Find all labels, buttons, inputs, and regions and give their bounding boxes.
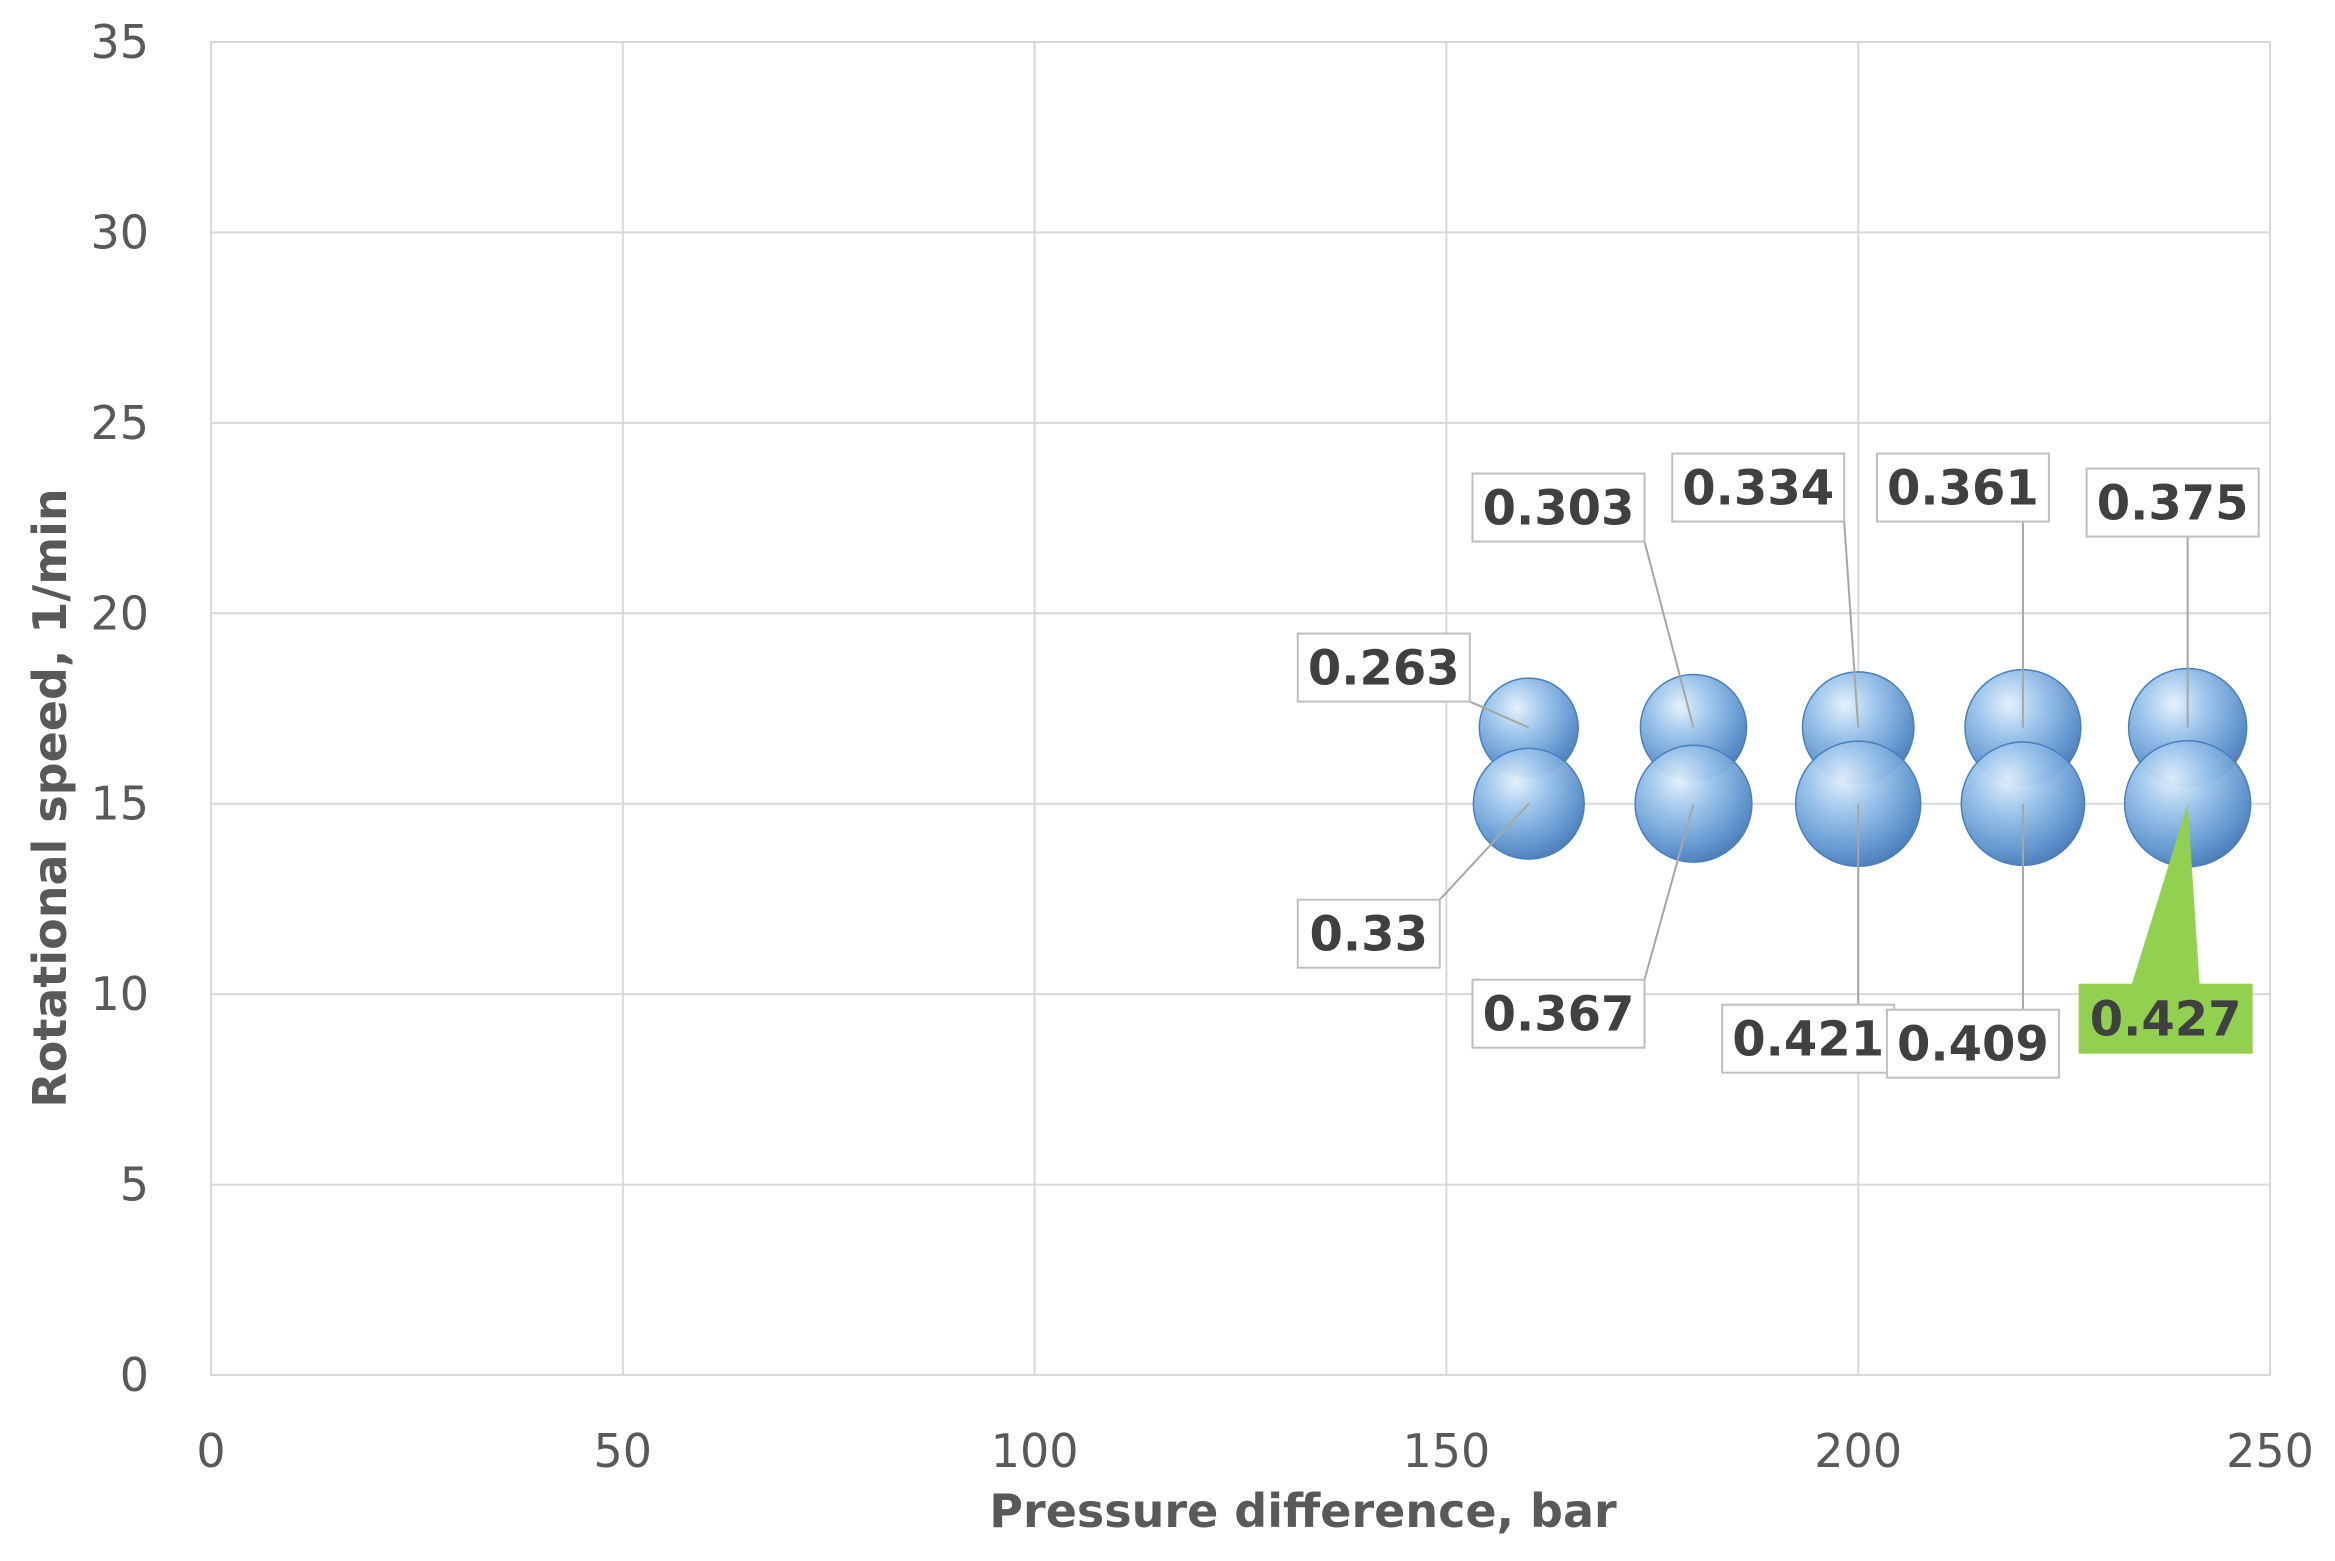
leader-line [1843,521,1860,728]
bubble [1634,744,1753,863]
data-label-box [1471,472,1646,543]
x-axis-title: Pressure difference, bar [989,1484,1617,1538]
y-tick-label: 15 [90,777,149,831]
data-label: 0.375 [2097,476,2249,532]
x-tick-label: 150 [1402,1424,1490,1478]
y-axis-title: Rotational speed, 1/min [23,488,77,1107]
bubbles [1472,667,2252,868]
data-label: 0.334 [1682,461,1834,517]
data-label: 0.263 [1308,641,1460,697]
y-tick-label: 30 [90,205,149,259]
x-tick-label: 200 [1814,1424,1902,1478]
y-tick-label: 25 [90,396,149,450]
data-label: 0.361 [1887,461,2039,517]
plot-area-border [210,41,2271,1376]
data-label: 0.421 [1732,1012,1884,1068]
leader-line [1643,803,1695,980]
y-tick-label: 35 [90,15,149,69]
data-label: 0.303 [1483,481,1635,537]
data-label-box [1296,632,1471,703]
y-tick-label: 5 [120,1158,149,1212]
y-tick-label: 20 [90,586,149,640]
data-label-box [1885,1008,2060,1079]
data-label-box [1721,1003,1896,1074]
data-label-box [2078,983,2253,1054]
data-label-box [1671,452,1846,523]
y-tick-label: 10 [90,967,149,1021]
leader-callout [2131,803,2200,985]
x-tick-label: 50 [594,1424,653,1478]
label-leader-lines [1439,521,2200,1010]
leader-line [1469,700,1530,729]
grid-lines [210,41,2271,1376]
data-label: 0.367 [1483,987,1635,1043]
data-label: 0.33 [1310,907,1428,963]
data-label: 0.409 [1897,1017,2049,1073]
data-label-box [1875,452,2050,523]
leader-line [1643,541,1695,728]
x-tick-label: 100 [991,1424,1079,1478]
data-label-box [1296,898,1441,969]
axes: 0 5 10 15 20 25 30 35 0 50 100 150 200 250 [90,15,2313,1478]
x-tick-label: 0 [196,1424,225,1478]
leader-line [1439,803,1530,901]
data-label-box [2085,467,2260,538]
data-label-box [1471,978,1646,1049]
data-label: 0.427 [2090,992,2242,1048]
y-tick-label: 0 [120,1348,149,1402]
x-tick-label: 250 [2226,1424,2314,1478]
